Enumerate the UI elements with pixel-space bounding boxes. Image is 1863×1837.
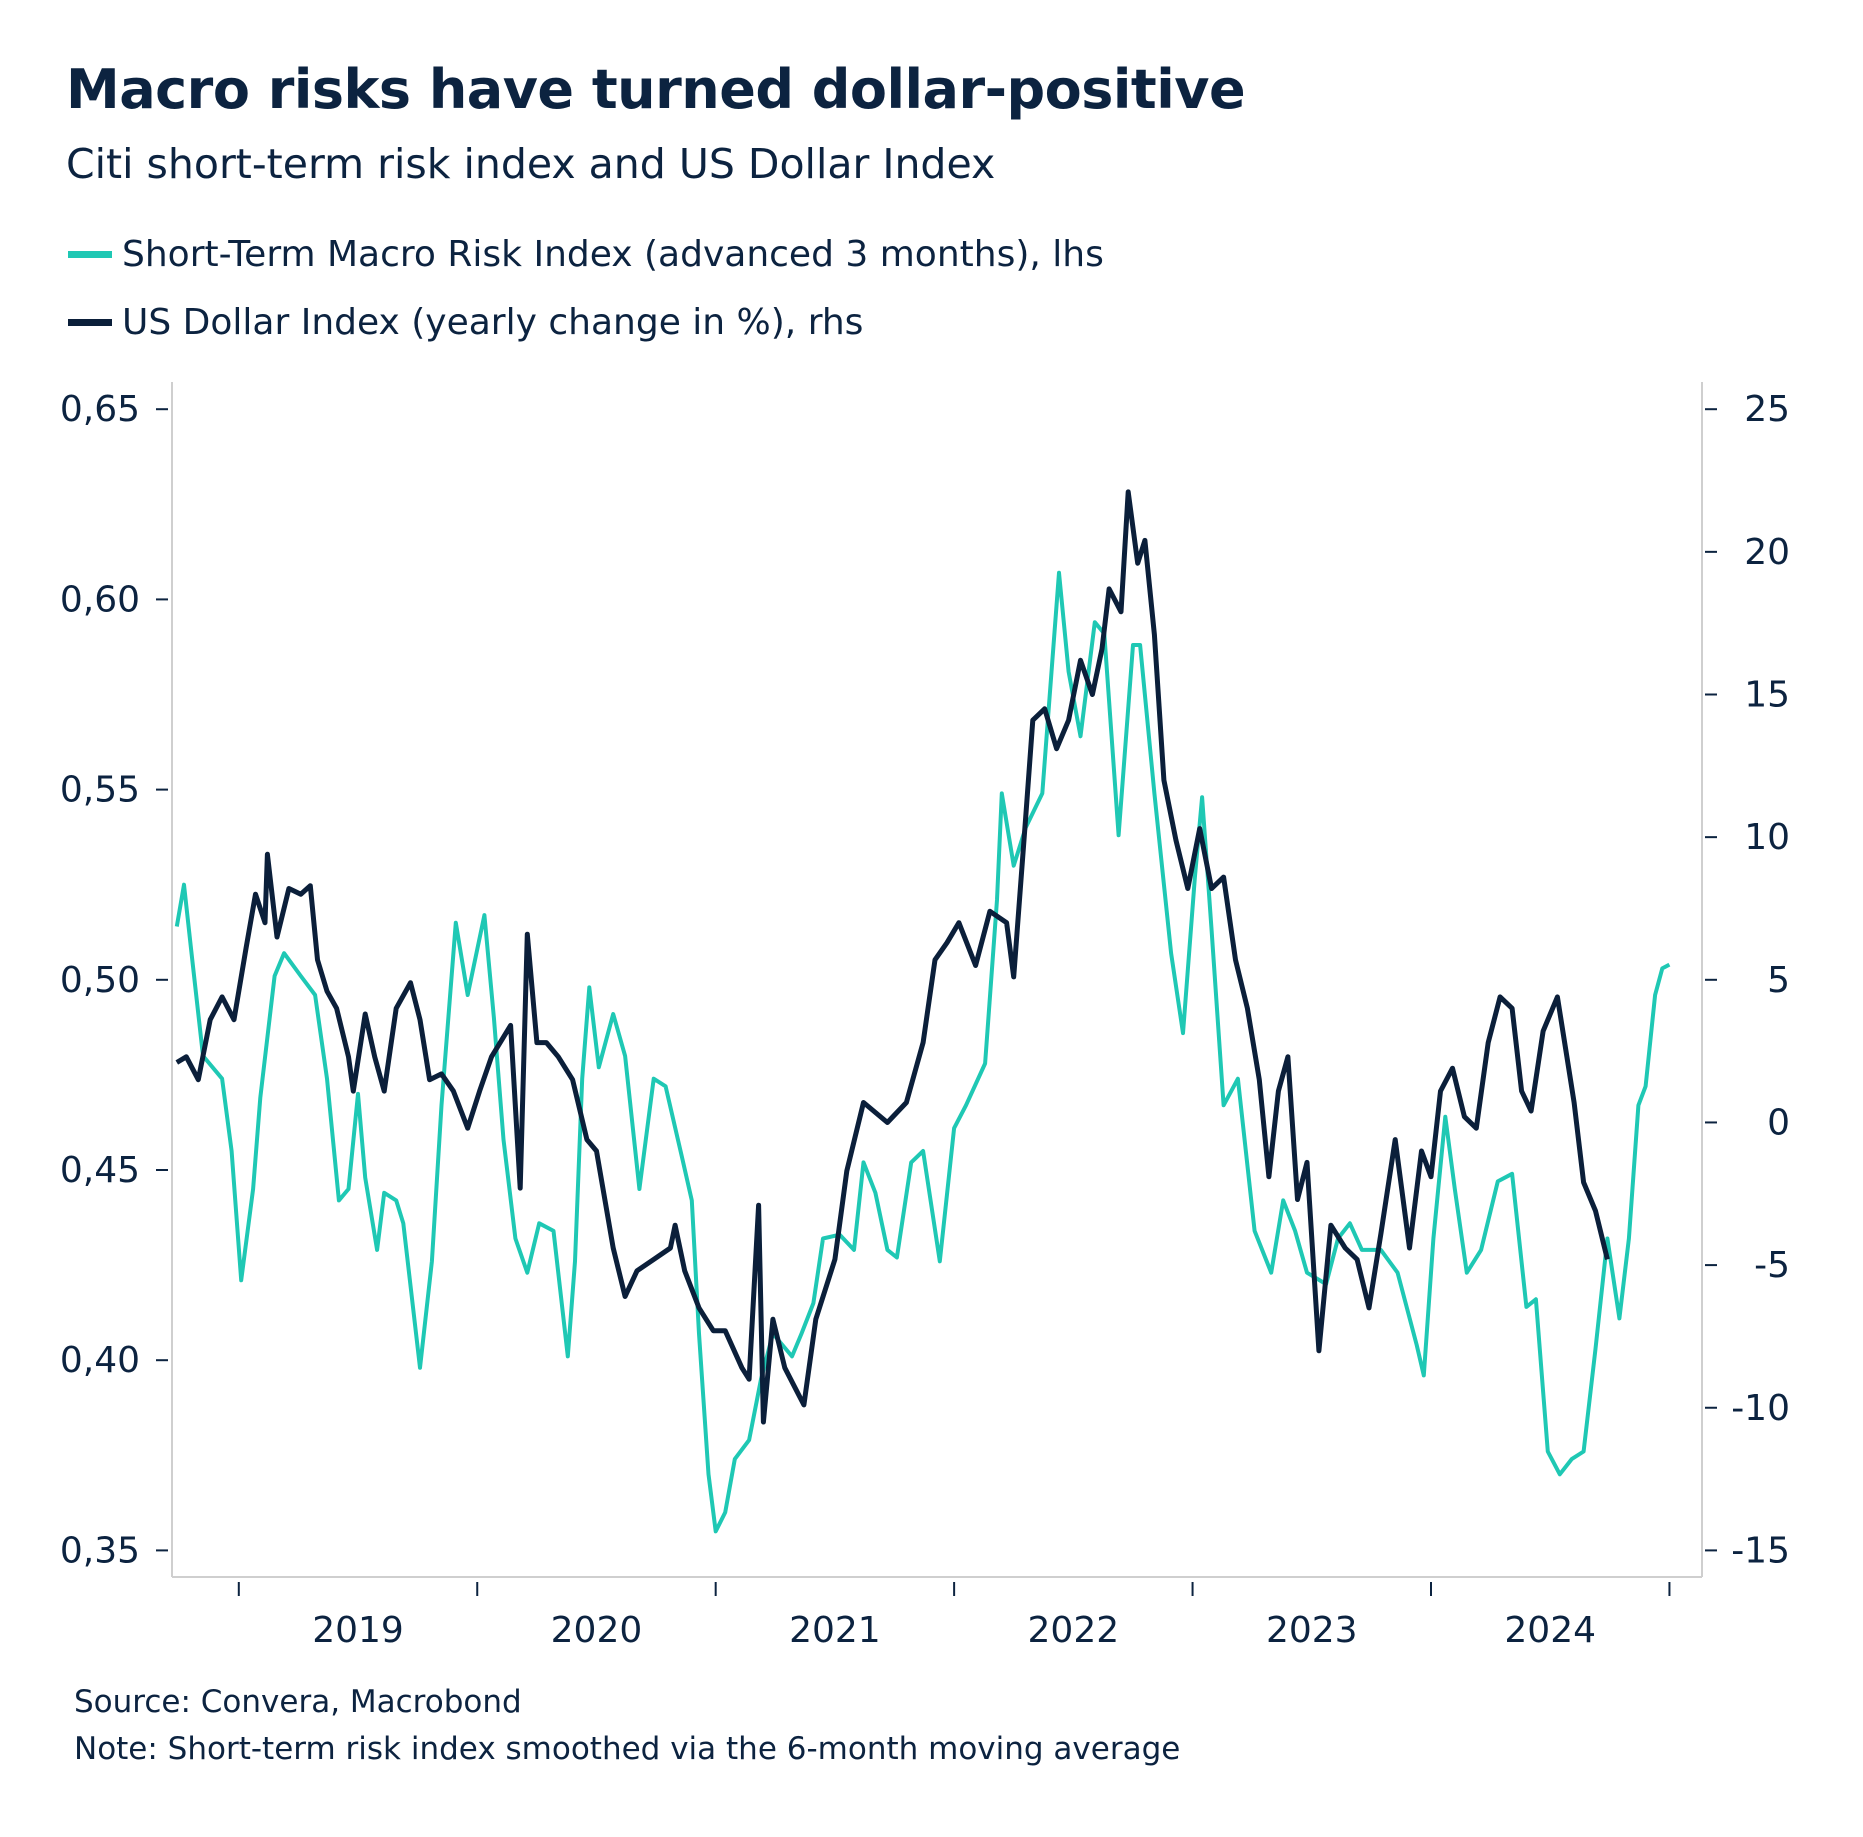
- legend-item-risk-index: Short-Term Macro Risk Index (advanced 3 …: [68, 234, 1104, 275]
- y-left-tick-label: 0,50: [60, 960, 140, 1001]
- y-right-tick-label: 20: [1744, 532, 1790, 573]
- y-left-tick-label: 0,40: [60, 1340, 140, 1381]
- y-right-tick-label: 25: [1744, 389, 1790, 430]
- y-left-tick-label: 0,55: [60, 770, 140, 811]
- legend-label: US Dollar Index (yearly change in %), rh…: [122, 302, 864, 343]
- y-right-tick-label: 0: [1767, 1102, 1790, 1143]
- y-right-tick-label: -5: [1754, 1245, 1790, 1286]
- series-line-risk-index: [174, 570, 1671, 1534]
- legend-swatch-navy: [68, 319, 112, 326]
- y-left-tick-label: 0,65: [60, 389, 140, 430]
- y-right-tick-label: -15: [1731, 1530, 1790, 1571]
- footnote: Note: Short-term risk index smoothed via…: [74, 1731, 1181, 1767]
- source-note: Source: Convera, Macrobond: [74, 1684, 522, 1720]
- x-tick-label: 2023: [1266, 1610, 1358, 1651]
- legend-label: Short-Term Macro Risk Index (advanced 3 …: [122, 234, 1104, 275]
- chart-subtitle: Citi short-term risk index and US Dollar…: [66, 140, 996, 188]
- chart-title: Macro risks have turned dollar-positive: [66, 58, 1246, 121]
- y-right-tick-label: 15: [1744, 675, 1790, 716]
- y-left-tick-label: 0,60: [60, 579, 140, 620]
- x-tick-label: 2019: [312, 1610, 404, 1651]
- series-line-dollar-index: [175, 489, 1610, 1425]
- y-right-tick-label: 10: [1744, 817, 1790, 858]
- y-left-tick-label: 0,35: [60, 1530, 140, 1571]
- x-tick-label: 2024: [1504, 1610, 1596, 1651]
- x-tick-label: 2020: [551, 1610, 643, 1651]
- legend-swatch-teal: [68, 251, 112, 258]
- x-tick-label: 2022: [1028, 1610, 1120, 1651]
- x-tick-label: 2021: [789, 1610, 881, 1651]
- y-left-tick-label: 0,45: [60, 1150, 140, 1191]
- legend-item-dollar-index: US Dollar Index (yearly change in %), rh…: [68, 302, 863, 343]
- y-right-tick-label: 5: [1767, 960, 1790, 1001]
- y-right-tick-label: -10: [1731, 1388, 1790, 1429]
